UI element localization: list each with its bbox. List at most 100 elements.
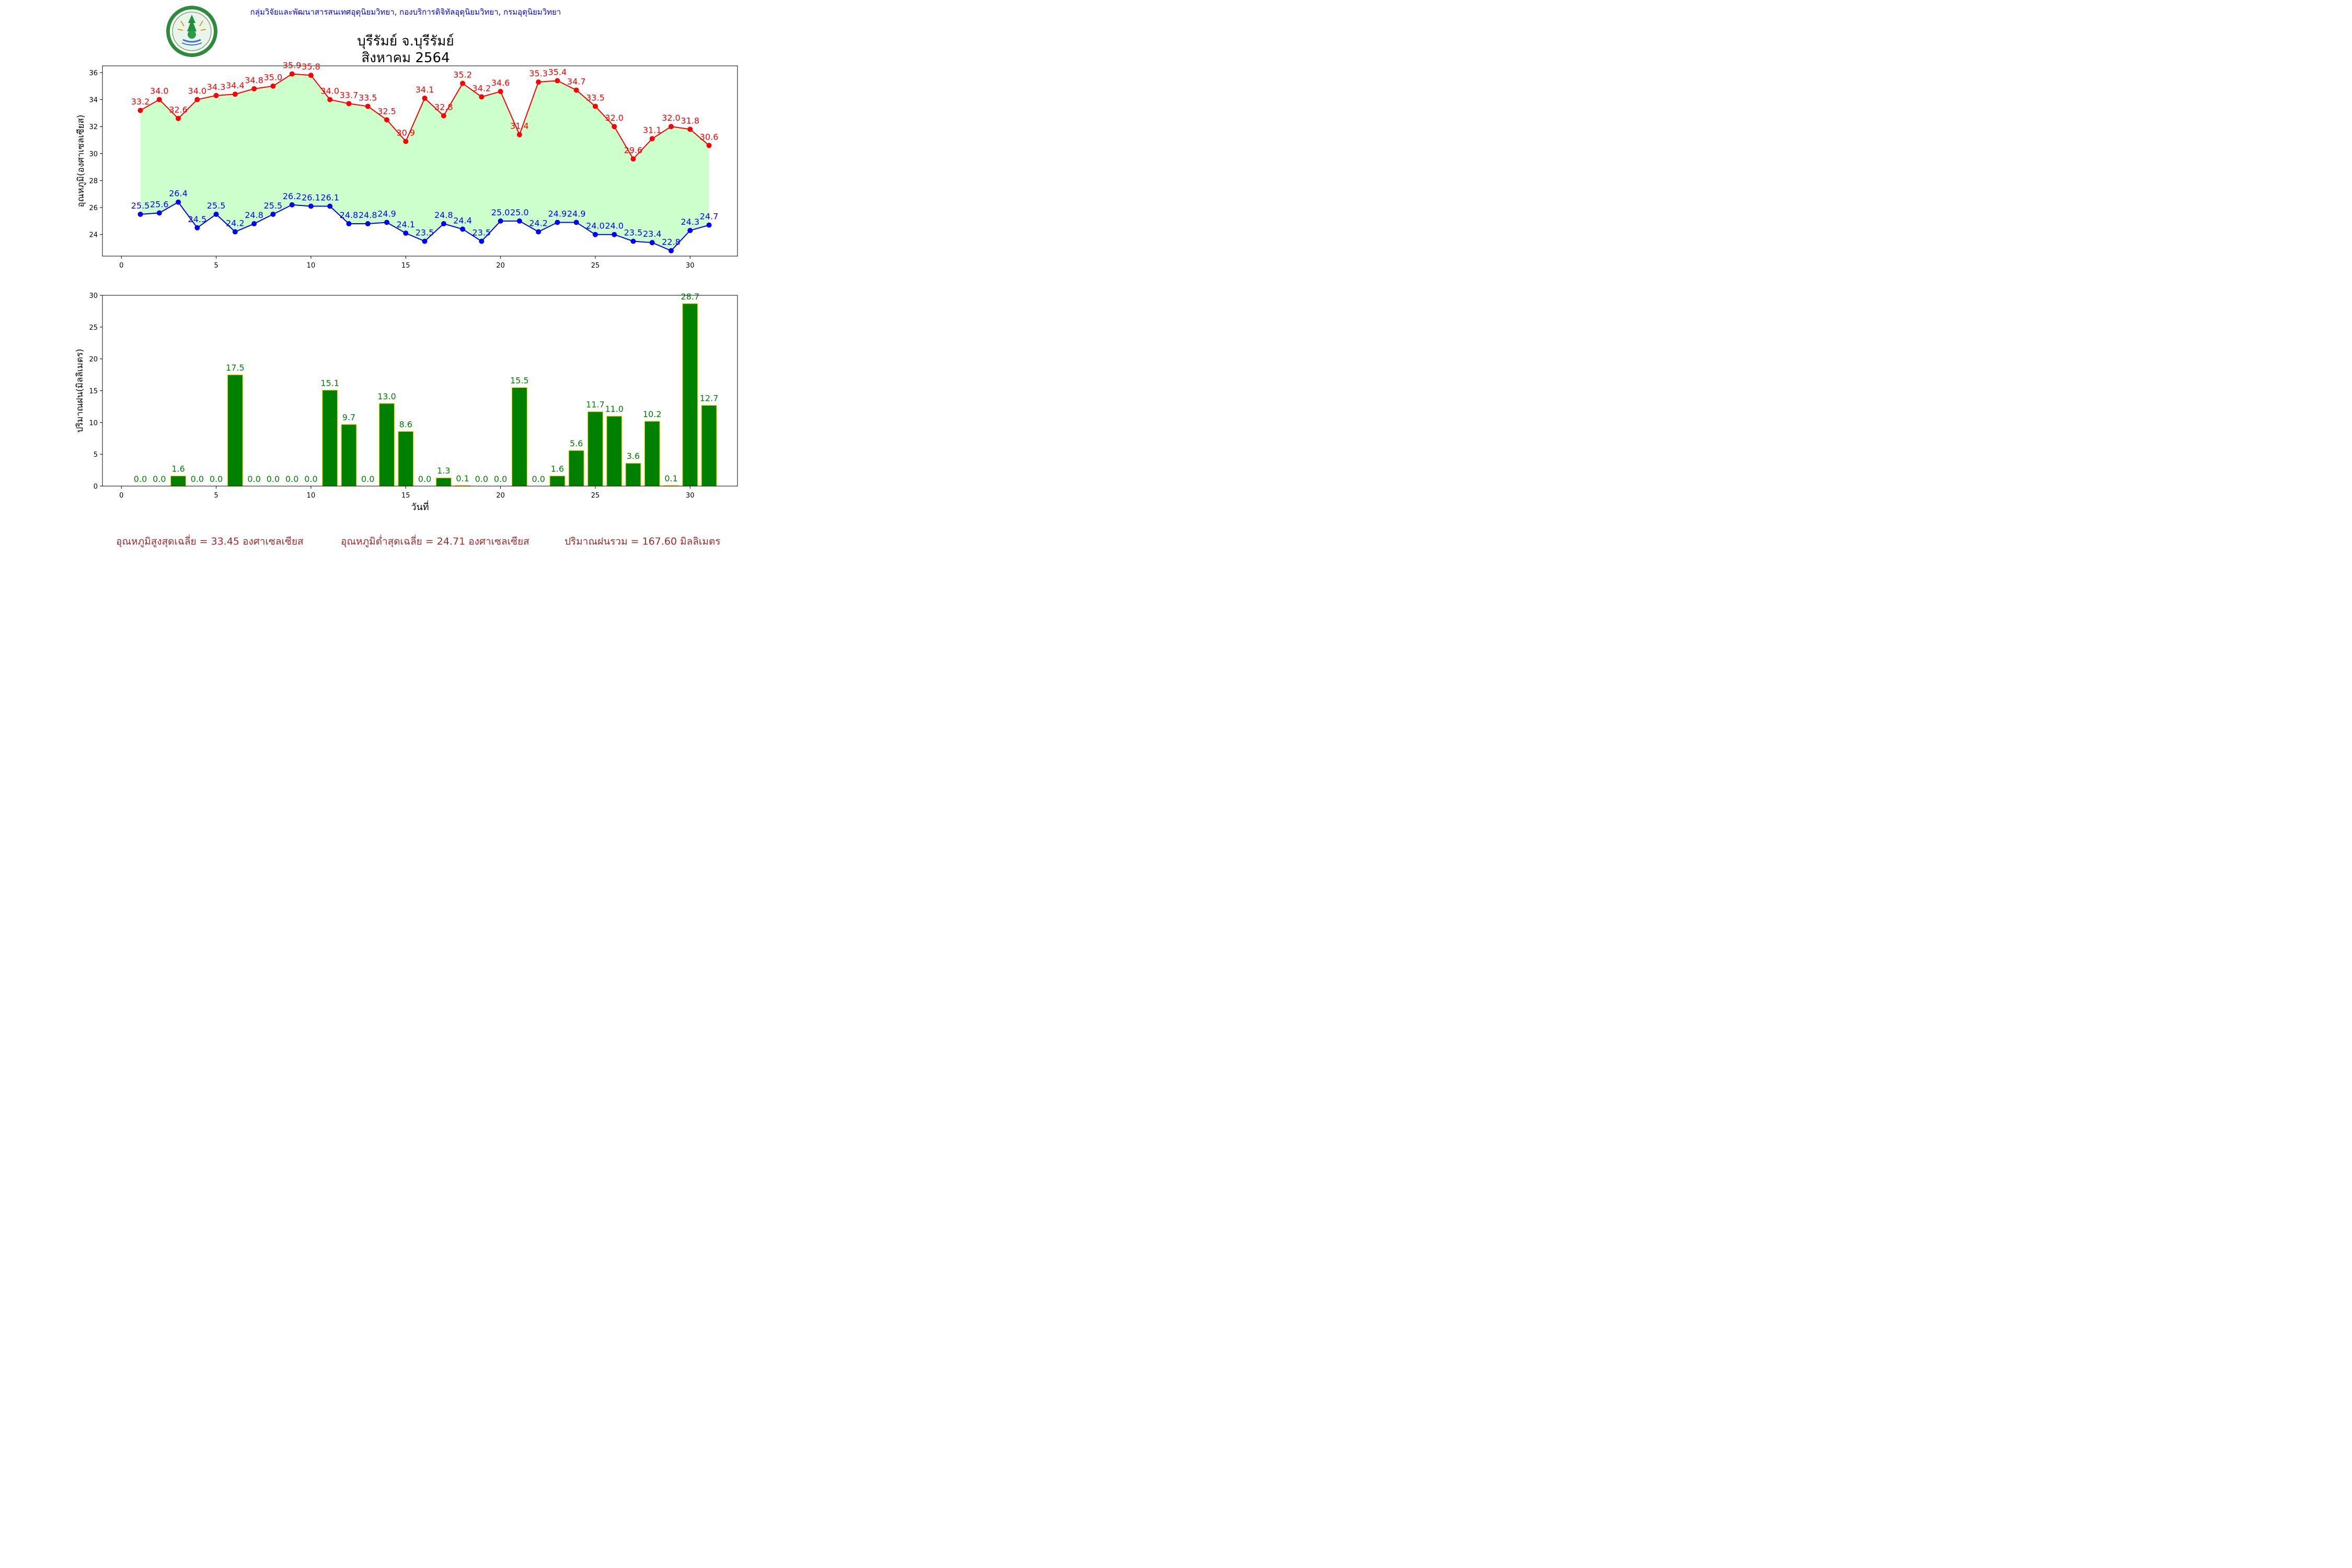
max-temp-data-label: 32.6 <box>169 105 188 115</box>
max-temp-point <box>441 113 446 119</box>
max-temp-point <box>706 143 712 148</box>
rainfall-x-tick-label: 30 <box>686 492 695 500</box>
max-temp-point <box>649 136 655 142</box>
rain-data-label: 1.3 <box>437 466 450 476</box>
min-temp-point <box>251 221 257 227</box>
max-temp-point <box>176 116 181 121</box>
min-temp-data-label: 26.1 <box>302 192 320 202</box>
max-temp-data-label: 34.6 <box>491 78 510 88</box>
min-temp-data-label: 23.4 <box>643 229 662 239</box>
charts-canvas: 0 5 10 15 20 25 30 24 26 28 30 32 34 36 อุณหภูมิ(องศาเ… <box>75 60 738 513</box>
rainfall-x-tick-label: 25 <box>591 492 600 500</box>
rain-data-label: 0.0 <box>134 474 147 484</box>
min-temp-point <box>536 229 541 235</box>
max-temp-data-label: 34.2 <box>472 83 491 93</box>
min-temp-point <box>668 248 674 253</box>
min-temp-data-label: 23.5 <box>624 228 643 238</box>
rainfall-y-tick-label: 5 <box>94 451 98 459</box>
rainfall-y-tick-label: 10 <box>89 419 98 427</box>
max-temp-data-label: 34.7 <box>567 76 586 86</box>
max-temp-data-label: 32.5 <box>377 106 396 116</box>
temperature-y-tick-label: 30 <box>89 151 98 158</box>
min-temp-data-label: 24.9 <box>377 209 396 218</box>
min-temp-point <box>308 203 314 209</box>
max-temp-data-label: 35.9 <box>283 60 302 70</box>
max-temp-data-label: 35.2 <box>453 70 472 80</box>
rain-bar <box>682 303 698 487</box>
temperature-range-fill <box>140 74 709 251</box>
rain-bar <box>606 416 622 487</box>
min-temp-data-label: 25.0 <box>510 207 529 217</box>
rain-bar <box>549 475 566 487</box>
footer-avg-min-temp: อุณหภูมิต่ำสุดเฉลี่ย = 24.71 องศาเซลเซีย… <box>341 536 529 547</box>
rainfall-x-tick-label: 10 <box>307 492 316 500</box>
min-temp-data-label: 26.1 <box>320 192 339 202</box>
rain-bar <box>625 463 641 487</box>
temperature-x-tick-label: 15 <box>401 262 410 270</box>
max-temp-point <box>289 71 295 77</box>
min-temp-point <box>441 221 446 227</box>
temperature-x-tick-label: 20 <box>496 262 505 270</box>
max-temp-data-label: 33.7 <box>340 90 359 100</box>
min-temp-point <box>555 220 560 225</box>
chart-title-station: บุรีรัมย์ จ.บุรีรัมย์ <box>357 33 454 49</box>
min-temp-data-label: 25.5 <box>131 201 150 211</box>
temperature-x-tick-label: 10 <box>307 262 316 270</box>
rain-bar <box>435 477 452 487</box>
temperature-y-tick-label: 34 <box>89 97 98 105</box>
min-temp-point <box>498 218 503 224</box>
rainfall-y-tick-label: 0 <box>94 483 98 491</box>
rainfall-y-axis-label: ปริมาณฝน(มิลลิเมตร) <box>75 349 85 433</box>
footer-total-rain: ปริมาณฝนรวม = 167.60 มิลลิเมตร <box>564 536 721 547</box>
rainfall-y-tick-label: 30 <box>89 292 98 300</box>
min-temp-data-label: 24.8 <box>434 210 453 220</box>
rain-bar <box>170 475 187 487</box>
max-temp-data-label: 32.8 <box>434 102 453 112</box>
max-temp-data-label: 30.9 <box>396 128 415 138</box>
temperature-plot-frame <box>102 65 738 257</box>
temperature-y-tick-label: 28 <box>89 177 98 185</box>
rain-data-label: 0.0 <box>247 474 260 484</box>
rainfall-x-axis-label: วันที่ <box>411 500 429 513</box>
max-temp-data-label: 34.4 <box>226 80 245 90</box>
max-temp-data-label: 29.6 <box>624 145 643 155</box>
max-temp-data-label: 35.4 <box>548 67 567 77</box>
min-temp-point <box>194 225 200 230</box>
rain-data-label: 0.0 <box>494 474 507 484</box>
max-temp-point <box>555 78 560 84</box>
min-temp-data-label: 24.9 <box>548 209 567 218</box>
max-temp-point <box>270 83 276 89</box>
min-temp-data-label: 24.5 <box>188 214 207 224</box>
footer-avg-max-temp: อุณหภูมิสูงสุดเฉลี่ย = 33.45 องศาเซลเซีย… <box>116 536 304 547</box>
max-temp-point <box>479 94 485 100</box>
min-temp-point <box>327 203 333 209</box>
rainfall-y-tick-label: 20 <box>89 356 98 364</box>
rain-data-label: 0.0 <box>532 474 545 484</box>
min-temp-point <box>422 238 428 244</box>
rain-data-label: 11.0 <box>605 404 624 414</box>
max-temp-point <box>251 86 257 91</box>
rain-data-label: 28.7 <box>681 292 700 302</box>
min-temp-point <box>232 229 238 235</box>
min-temp-data-label: 23.5 <box>472 228 491 238</box>
rainfall-plot-frame <box>102 295 738 487</box>
max-temp-data-label: 35.0 <box>264 73 283 83</box>
temperature-x-tick-label: 25 <box>591 262 600 270</box>
max-temp-data-label: 31.8 <box>681 116 700 125</box>
min-temp-data-label: 25.6 <box>150 199 169 209</box>
min-temp-data-label: 23.5 <box>416 228 434 238</box>
max-temp-data-label: 31.1 <box>643 125 662 135</box>
min-temp-data-label: 24.0 <box>586 221 605 231</box>
max-temp-data-label: 32.0 <box>662 113 681 123</box>
max-temp-point <box>516 132 522 137</box>
rain-bar <box>701 405 717 487</box>
max-temp-data-label: 32.0 <box>605 113 624 123</box>
max-temp-point <box>536 79 541 85</box>
min-temp-point <box>176 199 181 205</box>
max-temp-point <box>498 89 503 95</box>
min-temp-point <box>630 238 636 244</box>
min-temp-data-label: 24.0 <box>605 221 624 231</box>
temperature-y-tick-label: 26 <box>89 204 98 212</box>
max-temp-point <box>460 80 466 86</box>
max-temp-point <box>365 103 371 109</box>
